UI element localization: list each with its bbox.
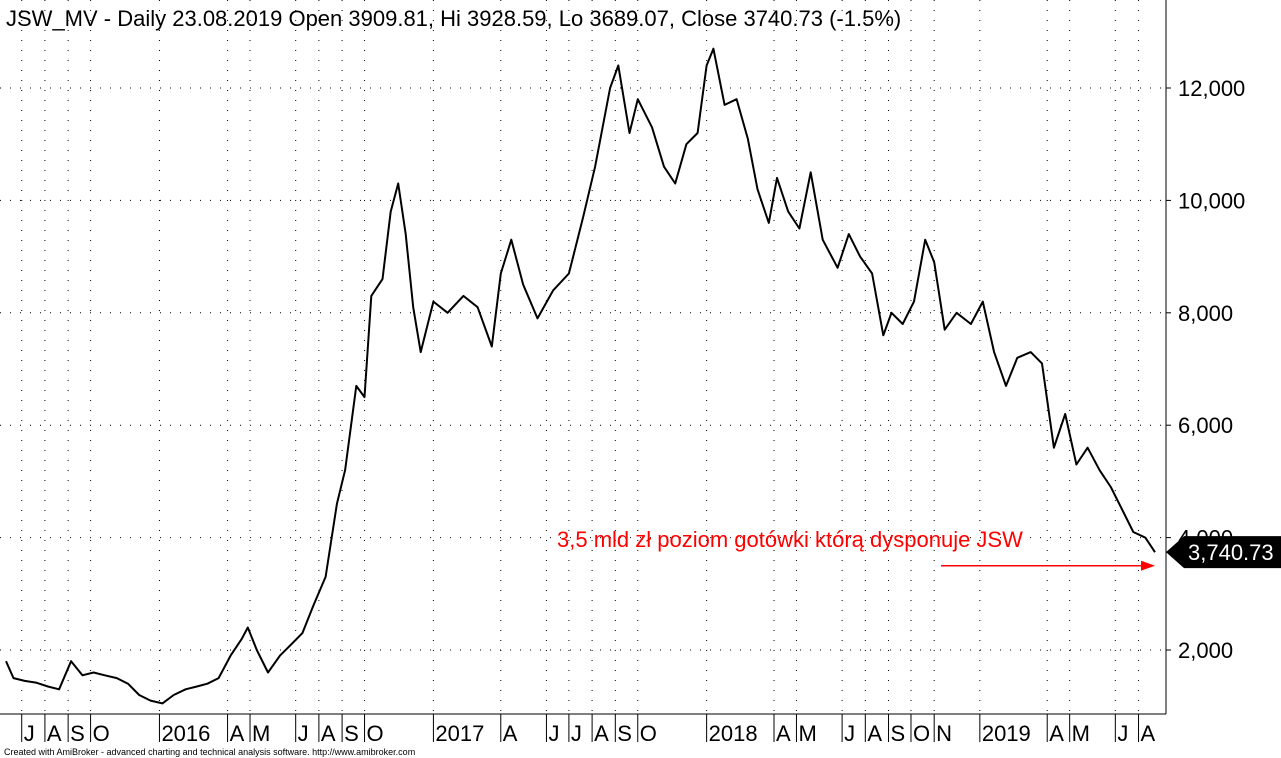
annotation-arrow [941,560,1155,571]
x-tick-label-12: A [503,721,518,746]
x-tick-label-23: S [891,721,906,746]
x-tick-label-10: O [367,721,384,746]
x-tick-label-4: 2016 [161,721,210,746]
last-value-label: 3,740.73 [1188,540,1274,565]
x-tick-label-7: J [298,721,309,746]
x-tick-label-19: A [776,721,791,746]
credit-text: Created with AmiBroker - advanced charti… [4,747,415,757]
x-tick-label-28: M [1072,721,1090,746]
chart-title: JSW_MV - Daily 23.08.2019 Open 3909.81, … [6,6,901,31]
x-tick-label-6: M [252,721,270,746]
x-tick-label-9: S [344,721,359,746]
x-axis-ticks: J A S O 2016 A M J A S O 2017 A J J A S O 2018 A M J A S O N 2019 A… [21,714,1156,746]
x-tick-label-0: J [24,721,35,746]
y-tick-label-4: 10,000 [1178,188,1245,213]
y-tick-label-3: 8,000 [1178,301,1233,326]
x-tick-label-26: 2019 [982,721,1031,746]
price-series-line-0 [5,47,1156,705]
x-tick-label-14: J [571,721,582,746]
x-tick-label-5: A [230,721,245,746]
x-tick-label-15: A [594,721,609,746]
last-value-box [1166,536,1281,569]
x-tick-label-13: J [548,721,559,746]
annotation-text: 3,5 mld zł poziom gotówki którą dysponuj… [557,527,1023,552]
x-tick-label-27: A [1049,721,1064,746]
x-tick-label-11: 2017 [435,721,484,746]
last-value-tag: 3,740.73 [1166,536,1281,569]
x-tick-label-2: S [70,721,85,746]
x-tick-label-24: O [913,721,930,746]
x-tick-label-20: M [798,721,816,746]
y-tick-label-5: 12,000 [1178,76,1245,101]
y-tick-label-2: 6,000 [1178,413,1233,438]
x-tick-label-18: 2018 [709,721,758,746]
x-tick-label-22: A [867,721,882,746]
x-tick-label-17: O [640,721,657,746]
annotation-arrow-head [1141,560,1155,571]
x-tick-label-21: J [844,721,855,746]
x-tick-label-30: A [1141,721,1156,746]
x-tick-label-25: N [936,721,952,746]
x-tick-label-8: A [321,721,336,746]
series-layer [5,47,1156,705]
x-tick-label-29: J [1117,721,1128,746]
x-tick-label-3: O [93,721,110,746]
y-tick-label-0: 2,000 [1178,638,1233,663]
x-tick-label-1: A [47,721,62,746]
x-tick-label-16: S [617,721,632,746]
